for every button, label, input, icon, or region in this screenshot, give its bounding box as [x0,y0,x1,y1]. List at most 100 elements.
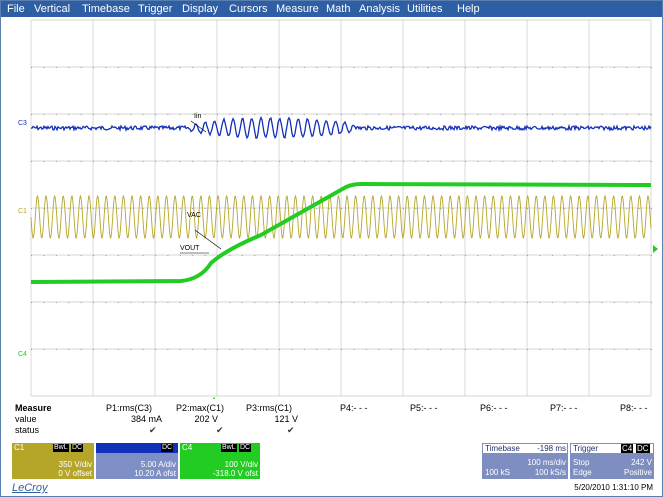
grid-dot [452,255,454,256]
grid-dot [192,208,194,209]
grid-dot [303,349,305,350]
grid-dot [93,302,94,303]
grid-dot [527,208,528,209]
grid-dot [489,161,491,162]
grid-dot [390,302,392,303]
grid-dot [341,255,342,256]
grid-dot [316,114,318,115]
grid-dot [43,114,45,115]
grid-dot [328,208,330,209]
grid-dot [279,255,280,256]
timebase-rate: 100 kS/s [534,468,566,477]
grid-dot [514,208,516,209]
menu-display[interactable]: Display [182,3,219,15]
grid-dot [539,349,541,350]
menu-file[interactable]: File [7,3,25,15]
grid-dot [254,255,256,256]
param-p6-name[interactable]: P6:- - - [480,403,508,413]
grid-dot [415,161,417,162]
grid-dot [489,302,491,303]
menu-vertical[interactable]: Vertical [34,3,71,15]
grid-dot [601,161,603,162]
grid-dot [279,349,280,350]
menu-trigger[interactable]: Trigger [138,3,173,15]
grid-dot [502,161,504,162]
grid-dot [68,67,70,68]
menu-measure[interactable]: Measure [276,3,319,15]
timebase-descriptor[interactable]: Timebase -198 ms 100 ms/div 100 kS 100 k… [482,443,568,479]
grid-dot [241,67,243,68]
grid-dot [142,114,144,115]
grid-dot [638,67,640,68]
grid-dot [55,349,57,350]
grid-dot [576,208,578,209]
grid-dot [117,255,119,256]
trigger-descriptor[interactable]: Trigger C4 DC Stop 242 V Edge Positive [570,443,654,479]
grid-dot [551,114,553,115]
grid-dot [316,255,318,256]
grid-dot [626,67,628,68]
param-p5-name[interactable]: P5:- - - [410,403,438,413]
grid-dot [427,302,429,303]
c3-descriptor[interactable]: DC 5.00 A/div 10.20 A ofst [96,443,178,479]
grid-dot [502,255,504,256]
menu-utilities[interactable]: Utilities [407,3,443,15]
grid-dot [589,161,590,162]
param-p1-name[interactable]: P1:rms(C3) [106,403,153,413]
c4-tag: C4 [18,351,27,358]
trace-c3-current [30,115,652,140]
param-p8-name[interactable]: P8:- - - [620,403,648,413]
lecroy-logo: LeCroy [12,482,48,494]
grid-dot [229,114,231,115]
grid-dot [502,208,504,209]
grid-dot [489,208,491,209]
param-p7-name[interactable]: P7:- - - [550,403,578,413]
grid-dot [378,349,380,350]
grid-dot [539,114,541,115]
label-pointer-iin [190,120,207,133]
c4-descriptor[interactable]: C4 BwL DC 100 V/div -318.0 V ofst [180,443,260,479]
grid-dot [440,67,442,68]
grid-dot [316,208,318,209]
grid-dot [601,208,603,209]
c1-descriptor-label: C1 [14,443,25,452]
c1-tag: C1 [18,208,27,215]
waveform-display[interactable]: C3 C1 C4 Iin VAC VOUT [1,17,662,399]
grid-dot [192,349,194,350]
grid-dot [241,114,243,115]
c1-descriptor[interactable]: C1 BwL DC 350 V/div 0 V offset [12,443,94,479]
grid-dot [427,67,429,68]
grid-dot [130,114,132,115]
param-p4-name[interactable]: P4:- - - [340,403,368,413]
trigger-level-marker[interactable] [653,245,658,253]
grid-dot [353,67,355,68]
grid-dot [291,208,293,209]
grid-dot [266,208,268,209]
grid-dot [217,349,218,350]
grid-dot [217,208,218,209]
c1-offset: 0 V offset [58,469,92,478]
menu-analysis[interactable]: Analysis [359,3,400,15]
grid-dot [31,114,32,115]
grid-dot [353,114,355,115]
grid-dot [378,302,380,303]
trigger-position-marker[interactable] [211,397,217,399]
grid-dot [31,302,32,303]
grid-dot [613,302,615,303]
grid-dot [117,114,119,115]
grid-dot [613,349,615,350]
param-p3-name[interactable]: P3:rms(C1) [246,403,293,413]
grid-dot [527,67,528,68]
grid-dot [105,67,107,68]
menu-math[interactable]: Math [326,3,351,15]
grid-dot [105,349,107,350]
grid-dot [43,161,45,162]
menu-help[interactable]: Help [457,3,480,15]
param-p2-name[interactable]: P2:max(C1) [176,403,225,413]
grid-dot [440,255,442,256]
menu-timebase[interactable]: Timebase [82,3,130,15]
grid-dot [155,114,156,115]
grid-dot [403,67,404,68]
menu-cursors[interactable]: Cursors [229,3,268,15]
grid-dot [551,161,553,162]
